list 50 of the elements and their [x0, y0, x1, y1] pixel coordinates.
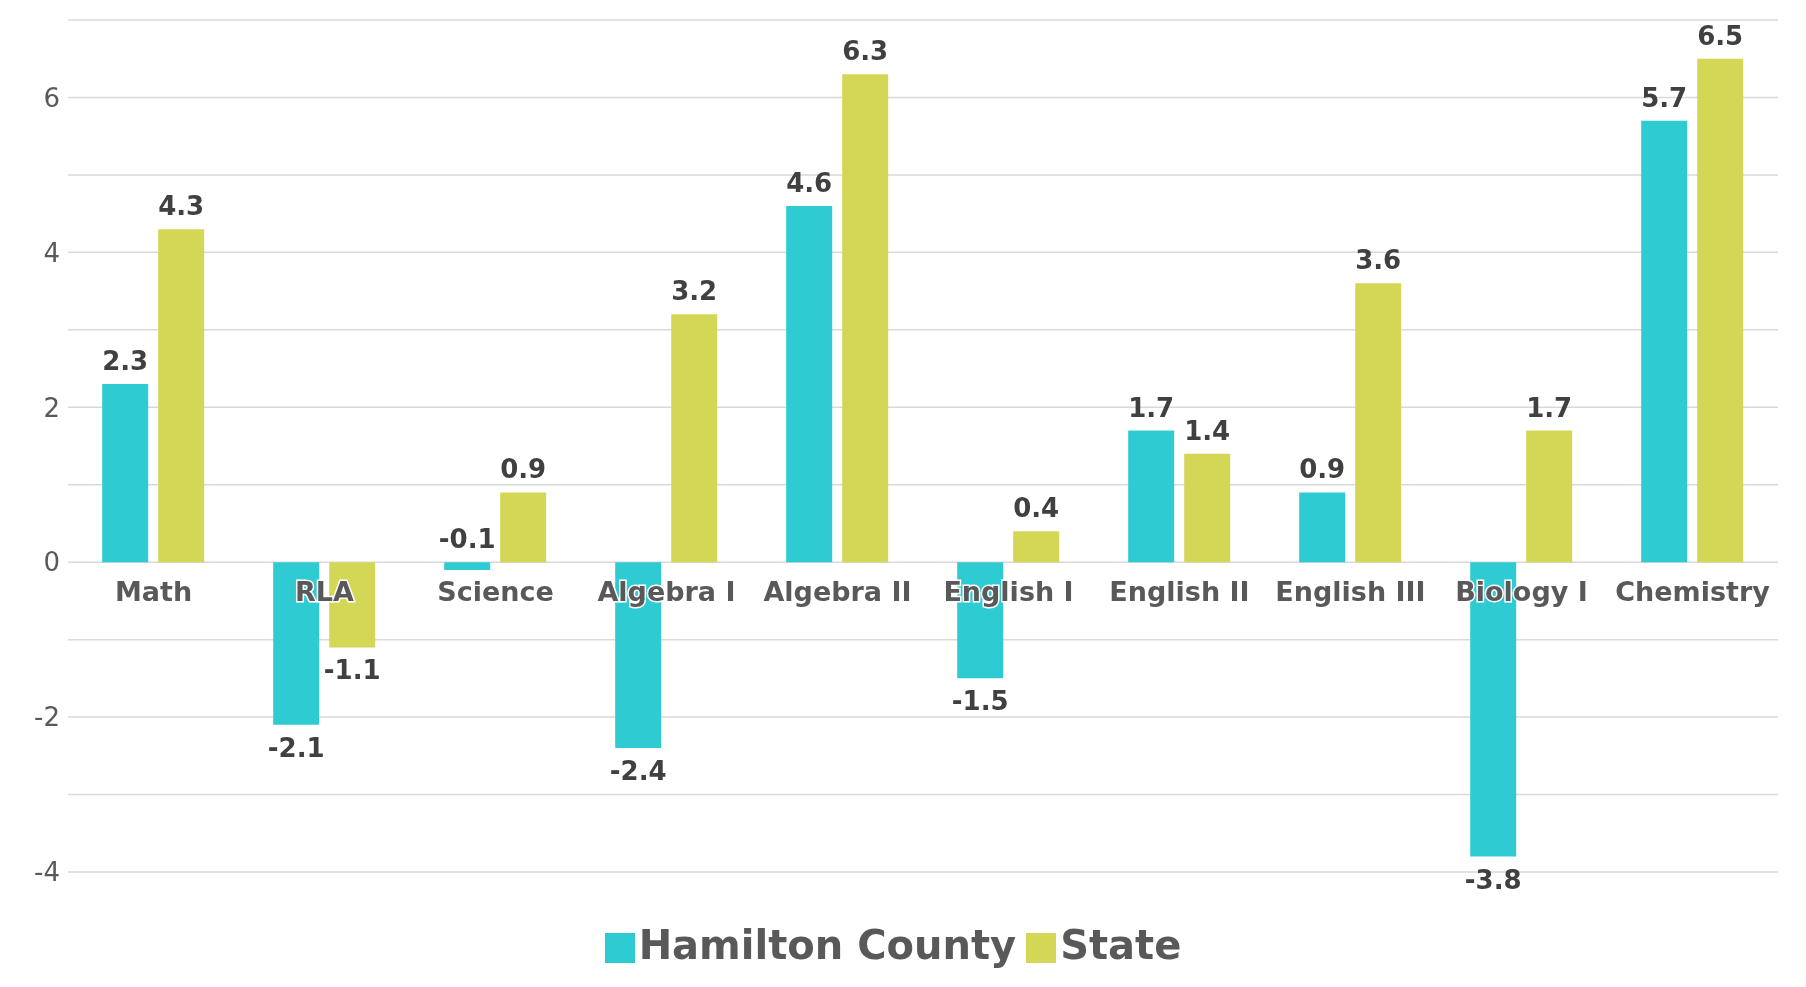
data-label: 0.4 [1013, 493, 1060, 524]
bar [1184, 453, 1231, 563]
x-tick-label: RLA [295, 576, 355, 608]
y-tick-label: 0 [43, 547, 60, 578]
bar [1697, 58, 1744, 563]
bar [1013, 531, 1060, 563]
x-tick-label: Math [114, 576, 193, 608]
x-tick-label: Algebra II [763, 576, 912, 608]
data-label: -2.4 [609, 756, 667, 787]
data-label: 6.5 [1697, 20, 1744, 51]
legend-label: Hamilton County [638, 922, 1017, 968]
data-label: 4.6 [786, 167, 833, 198]
y-tick-label: 4 [43, 237, 60, 268]
bar [1299, 492, 1346, 563]
data-label: -1.5 [951, 686, 1009, 717]
bar [842, 74, 889, 563]
data-label: 1.7 [1526, 392, 1573, 423]
bar [102, 384, 149, 563]
data-label: -0.1 [438, 524, 496, 555]
data-label: -2.1 [267, 732, 325, 763]
bar [1128, 430, 1175, 563]
y-tick-label: 2 [43, 392, 60, 423]
bar [1526, 430, 1573, 563]
bar [671, 314, 718, 563]
y-tick-label: 6 [43, 82, 60, 113]
bar [786, 205, 833, 563]
data-label: 3.6 [1355, 245, 1402, 276]
data-label: 5.7 [1641, 82, 1688, 113]
data-label: 2.3 [102, 346, 149, 377]
x-tick-label: English III [1275, 576, 1426, 608]
bar [1355, 283, 1402, 563]
x-tick-label: English II [1109, 576, 1250, 608]
data-label: 1.7 [1128, 392, 1175, 423]
data-label: 0.9 [1299, 454, 1346, 485]
x-tick-label: Science [437, 576, 554, 608]
y-tick-label: -4 [34, 857, 60, 888]
bar [1641, 120, 1688, 563]
data-label: 1.4 [1184, 415, 1231, 446]
data-label: -1.1 [323, 655, 381, 686]
data-label: 0.9 [500, 454, 547, 485]
x-tick-label: Chemistry [1615, 576, 1771, 608]
bar [444, 562, 491, 570]
data-label: -3.8 [1464, 864, 1522, 895]
data-label: 3.2 [671, 276, 718, 307]
data-label: 4.3 [158, 191, 205, 222]
data-label: 6.3 [842, 36, 889, 67]
y-tick-label: -2 [34, 702, 60, 733]
legend-label: State [1060, 922, 1182, 968]
bar [500, 492, 547, 563]
bar [158, 229, 205, 563]
